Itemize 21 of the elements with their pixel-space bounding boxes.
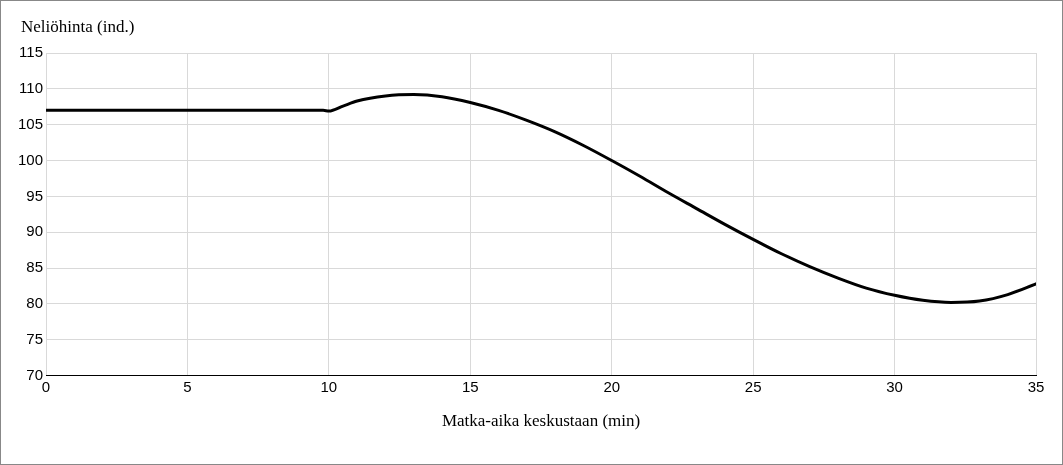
x-tick-label: 35 xyxy=(1027,377,1045,395)
y-tick-label: 90 xyxy=(26,222,44,240)
x-axis-title: Matka-aika keskustaan (min) xyxy=(441,411,641,431)
y-tick-label: 115 xyxy=(19,43,44,61)
y-axis-title: Neliöhinta (ind.) xyxy=(21,17,135,37)
y-tick-label: 105 xyxy=(18,114,44,132)
x-tick-label: 25 xyxy=(744,377,762,395)
y-tick-label: 75 xyxy=(26,329,44,347)
line-series xyxy=(46,93,1036,304)
x-tick-label: 30 xyxy=(886,377,903,395)
y-tick-label: 100 xyxy=(18,150,44,168)
y-tick-label: 70 xyxy=(26,365,44,383)
x-tick-label: 20 xyxy=(603,377,621,395)
x-tick-label: 15 xyxy=(461,377,479,395)
x-tick-label: 5 xyxy=(183,377,192,395)
x-tick-label: 10 xyxy=(320,377,338,395)
y-tick-label: 95 xyxy=(26,186,44,204)
y-tick-label: 110 xyxy=(19,78,44,96)
x-tick-label: 0 xyxy=(41,377,51,395)
y-tick-label: 80 xyxy=(26,294,44,312)
y-tick-label: 85 xyxy=(26,258,44,276)
